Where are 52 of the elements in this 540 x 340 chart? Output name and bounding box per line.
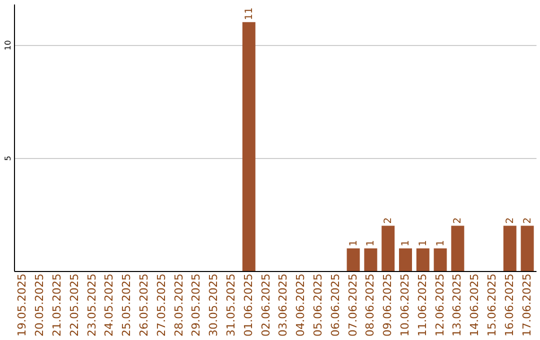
x-tick-label: 01.06.2025 — [242, 274, 255, 336]
x-tick-label: 09.06.2025 — [381, 274, 394, 336]
x-tick-label: 08.06.2025 — [364, 274, 377, 336]
data-label: 2 — [452, 217, 464, 224]
x-tick-label: 19.05.2025 — [16, 274, 29, 336]
bar — [434, 248, 447, 271]
x-tick-label: 31.05.2025 — [224, 274, 238, 336]
x-tick-label: 20.05.2025 — [33, 274, 46, 336]
x-tick-label: 14.06.2025 — [468, 274, 482, 336]
bar — [520, 226, 534, 271]
x-tick-label: 28.05.2025 — [172, 274, 186, 336]
x-tick-label: 22.05.2025 — [68, 274, 81, 336]
y-tick-label: 10 — [4, 40, 12, 50]
data-label: 1 — [348, 240, 360, 246]
x-tick-label: 25.05.2025 — [120, 274, 134, 336]
data-label: 2 — [522, 217, 534, 224]
x-tick-label: 02.06.2025 — [259, 274, 272, 336]
x-tick-label: 12.06.2025 — [433, 274, 446, 336]
x-tick-label: 11.06.2025 — [416, 274, 429, 336]
x-tick-label: 26.05.2025 — [138, 274, 150, 336]
data-label: 2 — [383, 217, 394, 224]
bar — [346, 248, 360, 271]
x-tick-label: 06.06.2025 — [328, 274, 342, 336]
data-label: 2 — [504, 217, 516, 224]
x-tick-label: 03.06.2025 — [276, 274, 290, 336]
x-tick-label: 04.06.2025 — [294, 274, 308, 336]
data-label: 1 — [400, 240, 412, 246]
bar — [399, 248, 412, 271]
x-tick-label: 10.06.2025 — [398, 274, 412, 336]
bar — [382, 226, 395, 271]
x-tick-label: 24.05.2025 — [102, 274, 116, 336]
x-tick-label: 07.06.2025 — [346, 274, 360, 336]
x-tick-label: 30.05.2025 — [207, 274, 220, 336]
x-tick-label: 16.06.2025 — [502, 274, 516, 336]
data-label: 1 — [418, 240, 429, 246]
x-tick-label: 13.06.2025 — [450, 274, 464, 336]
data-label: 1 — [435, 240, 446, 246]
x-tick-label: 17.06.2025 — [520, 274, 534, 336]
bar — [503, 226, 516, 271]
bar — [364, 248, 378, 271]
bar — [242, 22, 256, 271]
x-tick-label: 29.05.2025 — [190, 274, 203, 336]
x-tick-label: 21.05.2025 — [50, 274, 64, 336]
bar — [416, 248, 430, 271]
y-tick-label: 5 — [4, 156, 12, 161]
bar — [451, 226, 464, 271]
x-tick-label: 05.06.2025 — [312, 274, 324, 336]
x-tick-label: 15.06.2025 — [486, 274, 498, 336]
data-label: 11 — [244, 7, 255, 20]
x-tick-label: 23.05.2025 — [85, 274, 98, 336]
data-label: 1 — [366, 240, 377, 246]
x-tick-label: 27.05.2025 — [154, 274, 168, 336]
